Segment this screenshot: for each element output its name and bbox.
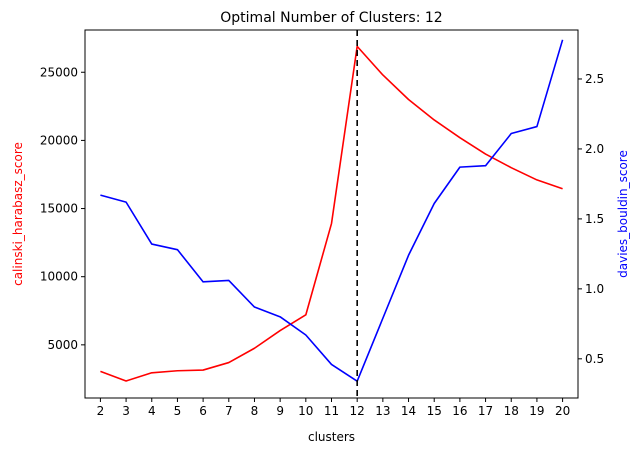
x-tick-label: 12 — [350, 404, 365, 418]
y-left-tick-label: 25000 — [40, 65, 78, 79]
x-tick-label: 11 — [324, 404, 339, 418]
x-tick-label: 6 — [199, 404, 207, 418]
x-tick-label: 14 — [401, 404, 416, 418]
y-left-tick-label: 15000 — [40, 202, 78, 216]
x-tick-label: 20 — [555, 404, 570, 418]
x-tick-label: 2 — [97, 404, 105, 418]
x-tick-label: 19 — [529, 404, 544, 418]
y-right-tick-label: 1.0 — [585, 282, 604, 296]
plot-frame — [84, 29, 579, 399]
y-axis-label-left: calinski_harabasz_score — [11, 142, 25, 286]
x-tick-label: 7 — [225, 404, 233, 418]
x-tick-label: 5 — [174, 404, 182, 418]
x-tick-label: 16 — [452, 404, 467, 418]
x-axis-label: clusters — [308, 430, 355, 444]
x-tick-label: 8 — [251, 404, 259, 418]
y-left-tick-label: 20000 — [40, 133, 78, 147]
y-right-tick-label: 2.5 — [585, 72, 604, 86]
chart-title: Optimal Number of Clusters: 12 — [220, 10, 442, 26]
x-tick-label: 10 — [298, 404, 313, 418]
y-left-tick-label: 10000 — [40, 270, 78, 284]
y-right-tick-label: 0.5 — [585, 352, 604, 366]
series-line-calinski-harabasz — [100, 45, 563, 382]
y-left-tick-label: 5000 — [47, 338, 78, 352]
x-tick-label: 18 — [504, 404, 519, 418]
x-tick-label: 3 — [122, 404, 130, 418]
x-tick-label: 13 — [375, 404, 390, 418]
x-tick-label: 4 — [148, 404, 156, 418]
series-line-davies-bouldin — [100, 39, 564, 383]
x-tick-label: 9 — [276, 404, 284, 418]
y-axis-label-right: davies_bouldin_score — [616, 150, 630, 278]
x-tick-label: 15 — [427, 404, 442, 418]
y-right-tick-label: 1.5 — [585, 212, 604, 226]
y-right-tick-label: 2.0 — [585, 142, 604, 156]
x-tick-label: 17 — [478, 404, 493, 418]
